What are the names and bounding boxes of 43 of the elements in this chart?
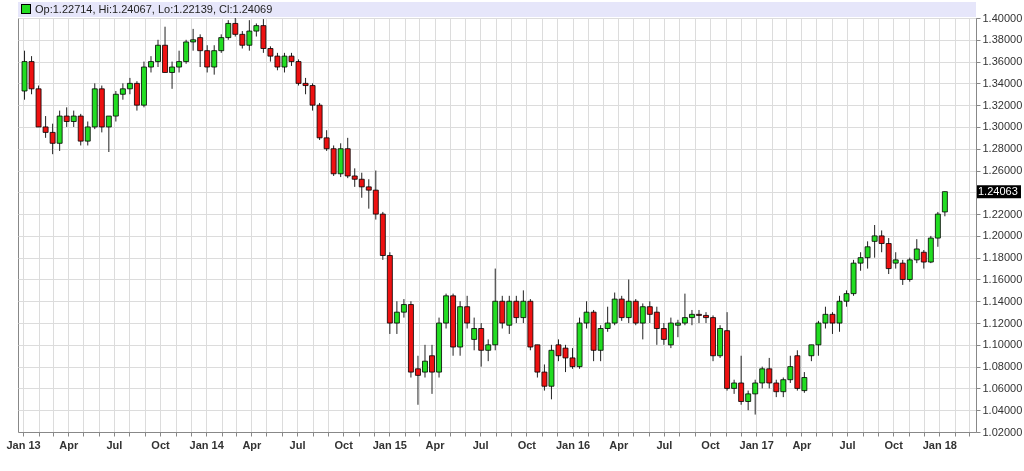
x-tick-label: Jul (472, 438, 489, 451)
y-tick-label: 1.06000 (982, 381, 1023, 394)
x-tick-label: Apr (242, 438, 263, 451)
x-tick-label: Jan 13 (6, 438, 41, 451)
x-tick-label: Jan 16 (555, 438, 591, 451)
y-tick-label: 1.38000 (982, 33, 1023, 46)
x-tick-label: Apr (609, 438, 629, 451)
y-tick-label: 1.10000 (982, 338, 1023, 351)
x-tick-label: Apr (59, 438, 79, 451)
x-tick-label: Oct (884, 438, 904, 451)
y-tick-label: 1.26000 (982, 164, 1023, 177)
y-tick-label: 1.30000 (982, 120, 1023, 133)
text: 1.24063 (978, 184, 1018, 197)
candlestick (941, 191, 948, 217)
x-tick-label: Jul (656, 438, 673, 451)
y-tick-label: 1.32000 (982, 98, 1023, 111)
y-tick-label: 1.20000 (982, 229, 1023, 242)
x-tick-label: Jan 15 (372, 438, 407, 451)
y-tick-label: 1.16000 (982, 272, 1023, 285)
y-tick-label: 1.28000 (982, 142, 1023, 155)
y-tick-label: 1.40000 (982, 11, 1023, 24)
x-tick-label: Apr (425, 438, 446, 451)
x-tick-label: Oct (517, 438, 537, 451)
x-tick-label: Jul (289, 438, 306, 451)
x-tick-label: Jan 17 (739, 438, 774, 451)
x-tick-label: Oct (151, 438, 171, 451)
x-tick-label: Jul (106, 438, 123, 451)
x-tick-label: Jan 14 (189, 438, 225, 451)
y-tick-label: 1.12000 (982, 316, 1023, 329)
x-tick-label: Apr (792, 438, 813, 451)
text: Op:1.22714, Hi:1.24067, Lo:1.22139, Cl:1.24069 (18, 2, 976, 17)
y-tick-label: 1.34000 (982, 76, 1023, 89)
y-tick-label: 1.04000 (982, 403, 1023, 416)
y-tick-label: 1.08000 (982, 360, 1023, 373)
x-tick-label: Oct (701, 438, 721, 451)
x-tick-label: Jul (839, 438, 856, 451)
y-tick-label: 1.22000 (982, 207, 1023, 220)
y-tick-label: 1.02000 (982, 425, 1023, 438)
y-tick-label: 1.36000 (982, 55, 1023, 68)
y-tick-label: 1.18000 (982, 251, 1023, 264)
y-tick-label: 1.14000 (982, 294, 1023, 307)
x-tick-label: Jan 18 (922, 438, 957, 451)
x-tick-label: Oct (334, 438, 354, 451)
